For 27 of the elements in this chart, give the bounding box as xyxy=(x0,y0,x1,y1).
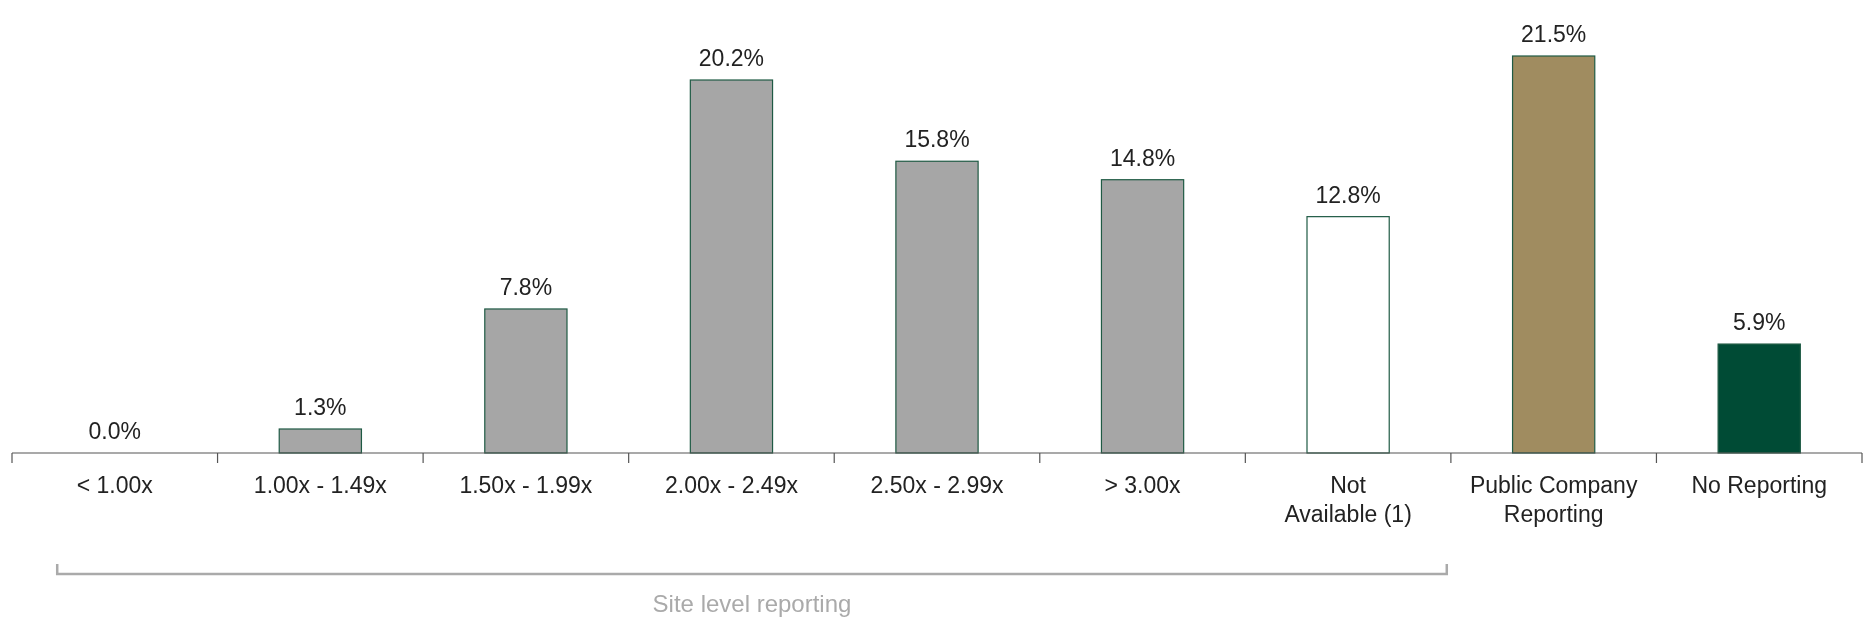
data-label: 15.8% xyxy=(904,126,970,153)
x-tick-label: 1.50x - 1.99x xyxy=(459,472,593,498)
data-label: 1.3% xyxy=(294,394,347,420)
bar xyxy=(1511,55,1596,454)
bar xyxy=(278,428,363,454)
bar xyxy=(1100,179,1185,454)
x-tick-label: Public Company Reporting xyxy=(1469,472,1638,527)
x-tick-label: 2.50x - 2.99x xyxy=(870,472,1004,498)
bar xyxy=(1717,343,1801,454)
bar xyxy=(484,308,568,454)
x-tick-label: 2.00x - 2.49x xyxy=(664,472,799,498)
text: Site level reporting xyxy=(652,590,852,617)
x-tick-label: No Reporting xyxy=(1691,472,1827,498)
data-label: 20.2% xyxy=(698,45,765,71)
data-label: 21.5% xyxy=(1521,21,1587,47)
bar xyxy=(1306,216,1390,454)
data-label: 5.9% xyxy=(1733,309,1786,336)
data-label: 12.8% xyxy=(1315,181,1381,208)
data-label: 7.8% xyxy=(499,273,553,300)
x-tick-label: Not Available (1) xyxy=(1284,472,1412,527)
data-label: 14.8% xyxy=(1109,144,1176,171)
x-tick-label: > 3.00x xyxy=(1104,472,1182,498)
x-tick-label: 1.00x - 1.49x xyxy=(253,472,388,498)
data-label: 0.0% xyxy=(88,418,141,444)
bar xyxy=(895,160,979,454)
bar xyxy=(689,79,774,454)
x-tick-label: < 1.00x xyxy=(76,472,154,498)
